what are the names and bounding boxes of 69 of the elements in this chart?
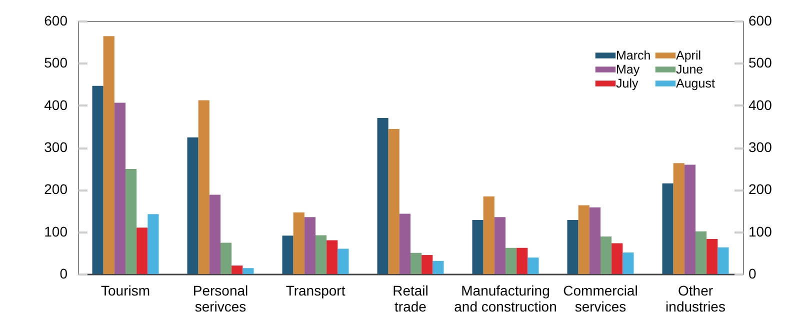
bar bbox=[718, 247, 729, 274]
bar bbox=[282, 236, 294, 274]
y-tick-label: 400 bbox=[44, 96, 68, 113]
bar bbox=[684, 164, 696, 274]
y2-tick-label: 600 bbox=[748, 12, 772, 28]
y2-tick-label: 0 bbox=[748, 266, 756, 282]
bar bbox=[304, 217, 316, 274]
bar bbox=[528, 258, 539, 274]
bar bbox=[209, 194, 220, 274]
bar bbox=[338, 248, 349, 274]
y-tick-label: 200 bbox=[44, 181, 68, 198]
bar bbox=[516, 248, 528, 274]
bar bbox=[242, 268, 254, 274]
bar bbox=[612, 243, 623, 274]
legend-label: May bbox=[616, 62, 640, 76]
bar bbox=[388, 128, 400, 274]
x-tick-label: Transport bbox=[286, 282, 346, 298]
bar bbox=[696, 231, 707, 274]
y2-tick-label: 200 bbox=[748, 181, 772, 198]
x-tick-label: Personal serivces bbox=[192, 282, 248, 314]
bar bbox=[92, 86, 104, 274]
bar bbox=[377, 118, 388, 274]
x-tick-label: Tourism bbox=[100, 282, 150, 298]
bar bbox=[148, 214, 159, 274]
bar bbox=[399, 214, 410, 274]
bar bbox=[198, 100, 210, 274]
bar bbox=[506, 248, 517, 274]
legend-label: August bbox=[676, 76, 716, 90]
legend-label: July bbox=[616, 76, 639, 90]
bar bbox=[293, 212, 304, 274]
x-tick-label: Retail trade bbox=[392, 282, 428, 314]
bar bbox=[673, 163, 684, 274]
y-tick-label: 600 bbox=[44, 12, 68, 28]
bar bbox=[578, 205, 590, 274]
y2-tick-label: 500 bbox=[748, 54, 772, 71]
bar bbox=[662, 183, 674, 274]
legend-label: March bbox=[616, 48, 651, 62]
bar bbox=[220, 242, 232, 274]
bar bbox=[567, 220, 578, 274]
bar bbox=[472, 220, 484, 274]
legend-label: June bbox=[676, 62, 704, 76]
bar bbox=[600, 236, 612, 274]
y-tick-label: 100 bbox=[44, 223, 68, 240]
y2-tick-label: 100 bbox=[748, 223, 772, 240]
x-tick-label: Commercial services bbox=[563, 282, 638, 314]
bar bbox=[232, 266, 243, 274]
bar bbox=[589, 207, 600, 274]
bar bbox=[187, 137, 198, 274]
y-tick-label: 300 bbox=[44, 139, 68, 155]
bar bbox=[706, 239, 718, 274]
bar bbox=[114, 102, 126, 274]
bar bbox=[494, 217, 506, 274]
bar bbox=[432, 260, 444, 274]
bar bbox=[136, 228, 148, 274]
bar bbox=[326, 240, 338, 274]
bar bbox=[422, 255, 433, 274]
y-tick-label: 500 bbox=[44, 54, 68, 71]
y2-tick-label: 400 bbox=[748, 96, 772, 113]
bar bbox=[622, 252, 634, 274]
bar bbox=[126, 169, 137, 274]
x-tick-label: Other industries bbox=[666, 282, 726, 314]
x-tick-label: Manufacturing and construction bbox=[454, 282, 557, 314]
bar bbox=[410, 252, 422, 274]
bar bbox=[483, 196, 494, 274]
y2-tick-label: 300 bbox=[748, 139, 772, 155]
legend-label: April bbox=[676, 48, 702, 62]
bar bbox=[103, 36, 114, 274]
bar bbox=[316, 235, 327, 274]
y-tick-label: 0 bbox=[60, 266, 68, 282]
